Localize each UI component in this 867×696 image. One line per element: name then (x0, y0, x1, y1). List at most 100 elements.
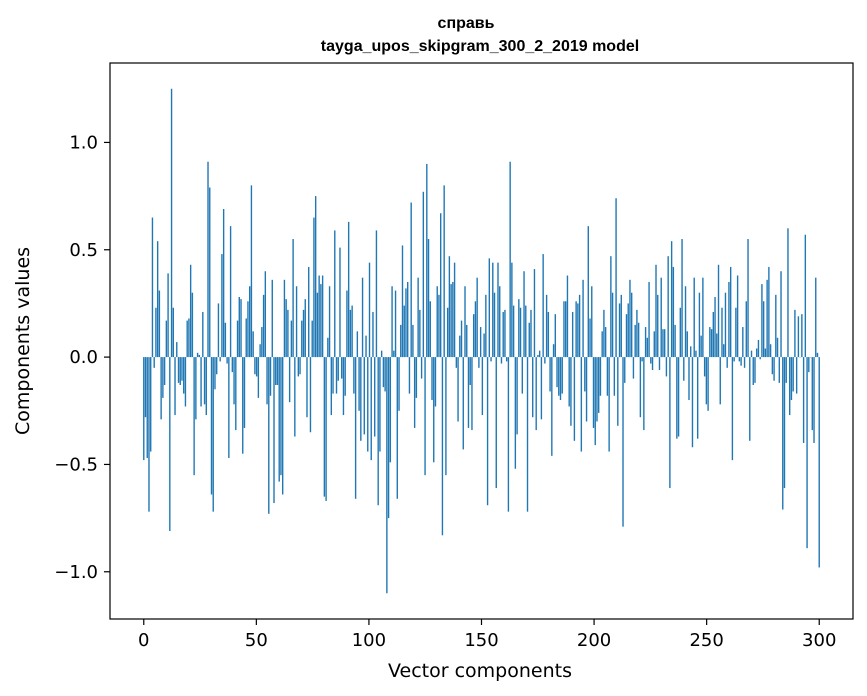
bar (566, 275, 569, 358)
bar (544, 357, 546, 364)
bar (695, 350, 697, 358)
bar (316, 292, 319, 358)
bar (601, 331, 603, 358)
bar (658, 357, 661, 370)
bar (696, 357, 699, 439)
bar (377, 357, 379, 506)
bar (222, 208, 225, 358)
bar (556, 357, 558, 388)
bar (302, 309, 305, 358)
bar (290, 320, 293, 358)
bar (245, 318, 247, 358)
bar (610, 256, 612, 358)
bar (644, 327, 647, 358)
bar (785, 357, 787, 383)
bar (530, 309, 532, 358)
y-tick-label: 0.0 (69, 347, 98, 368)
bar (341, 357, 343, 379)
bar (532, 357, 534, 418)
bar (816, 352, 819, 358)
bar (165, 320, 168, 358)
bar (184, 357, 187, 407)
bar (729, 266, 732, 358)
bar (332, 357, 334, 394)
bar (153, 357, 155, 368)
bar (191, 292, 194, 358)
bar (440, 213, 442, 358)
bar (535, 357, 537, 431)
bar (663, 329, 666, 358)
bar (196, 352, 199, 358)
bar (436, 286, 438, 358)
bar (427, 239, 430, 358)
plot-frame (109, 62, 854, 620)
bar (148, 357, 150, 512)
bar (759, 357, 761, 360)
bar (269, 357, 272, 396)
bar (472, 314, 475, 358)
bar (413, 357, 416, 428)
bar (441, 357, 444, 536)
bar (294, 357, 296, 437)
bar (740, 357, 742, 366)
bar (735, 307, 737, 358)
bar (792, 357, 794, 392)
bar (380, 350, 383, 358)
bar (151, 217, 154, 358)
bar (254, 357, 256, 375)
bar (684, 286, 687, 358)
bar (585, 357, 588, 422)
bar (255, 357, 258, 377)
bar (592, 357, 595, 428)
bar (210, 357, 213, 495)
bar (360, 357, 362, 441)
bar (707, 357, 709, 411)
bar (709, 327, 711, 358)
bar (511, 262, 513, 358)
bar (561, 357, 563, 394)
bar (394, 290, 397, 358)
bar (545, 294, 548, 358)
bar (789, 357, 791, 416)
bar (813, 357, 815, 443)
bar (452, 281, 454, 358)
bar (629, 279, 631, 358)
bar (374, 357, 376, 437)
bar (398, 357, 400, 411)
bar (347, 221, 350, 358)
bar (198, 354, 201, 358)
bar (419, 309, 421, 358)
bar (459, 335, 461, 358)
bar (568, 357, 570, 407)
bar (372, 312, 374, 358)
bar (778, 357, 780, 383)
bar (189, 264, 192, 358)
chart-title: справь (438, 15, 495, 32)
bar (775, 294, 777, 358)
bar (259, 344, 261, 358)
bar (252, 331, 254, 358)
bar (233, 357, 235, 405)
bar (750, 350, 753, 358)
bar (250, 185, 253, 358)
bar (768, 266, 770, 358)
bar (537, 354, 539, 358)
bar (582, 279, 584, 358)
bar (724, 292, 727, 358)
bar (578, 294, 581, 358)
x-tick-label: 300 (802, 630, 836, 651)
bar (780, 271, 782, 358)
bar (554, 314, 556, 358)
bar (794, 309, 796, 358)
bar (533, 269, 536, 358)
bar (631, 292, 633, 358)
bar (474, 301, 477, 358)
bar (493, 292, 496, 358)
bar (736, 275, 739, 358)
bar (358, 357, 360, 411)
x-tick-label: 50 (245, 630, 268, 651)
bar (393, 350, 395, 358)
y-axis-label: Components values (12, 247, 34, 435)
bar (558, 357, 560, 396)
bar (266, 357, 268, 405)
